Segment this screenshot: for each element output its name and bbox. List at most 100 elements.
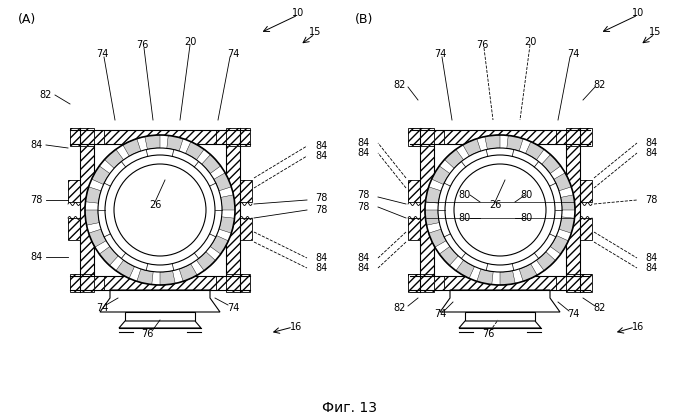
Text: 76: 76 xyxy=(141,329,153,339)
Wedge shape xyxy=(186,142,204,160)
Circle shape xyxy=(85,135,235,285)
Bar xyxy=(408,128,420,146)
Text: (В): (В) xyxy=(355,13,373,26)
Bar xyxy=(580,128,592,146)
Bar xyxy=(580,274,592,292)
Bar xyxy=(580,128,592,146)
Wedge shape xyxy=(136,269,153,284)
Bar xyxy=(68,218,80,240)
Wedge shape xyxy=(507,136,523,151)
Wedge shape xyxy=(219,217,234,233)
Bar xyxy=(434,130,566,144)
Wedge shape xyxy=(477,269,494,284)
Polygon shape xyxy=(119,321,201,328)
Wedge shape xyxy=(550,236,568,254)
Text: 74: 74 xyxy=(567,309,579,319)
Bar xyxy=(408,274,420,292)
Bar xyxy=(420,130,444,144)
Wedge shape xyxy=(214,173,231,191)
Bar xyxy=(465,312,535,321)
Bar xyxy=(566,144,580,276)
Wedge shape xyxy=(85,187,101,203)
Wedge shape xyxy=(89,229,106,247)
Text: 74: 74 xyxy=(434,49,446,59)
Wedge shape xyxy=(104,150,124,168)
Bar xyxy=(94,276,226,290)
Text: 84: 84 xyxy=(645,253,657,263)
Circle shape xyxy=(438,148,562,272)
Text: 84: 84 xyxy=(315,141,327,151)
Bar xyxy=(240,180,252,202)
Bar xyxy=(70,274,94,292)
Wedge shape xyxy=(500,271,515,285)
Circle shape xyxy=(454,164,546,256)
Circle shape xyxy=(445,155,555,265)
Bar xyxy=(580,180,592,202)
Text: 84: 84 xyxy=(30,252,42,262)
Text: 84: 84 xyxy=(315,151,327,161)
Text: 84: 84 xyxy=(315,253,327,263)
Circle shape xyxy=(425,135,575,285)
Bar xyxy=(580,180,592,202)
Bar xyxy=(420,130,444,144)
Bar xyxy=(556,276,580,290)
Bar xyxy=(566,274,590,292)
Bar xyxy=(70,274,94,292)
Text: 84: 84 xyxy=(645,148,657,158)
Bar xyxy=(80,144,94,276)
Bar xyxy=(556,276,580,290)
Bar xyxy=(70,128,94,146)
Bar xyxy=(80,276,104,290)
Bar xyxy=(94,276,226,290)
Wedge shape xyxy=(202,155,220,173)
Wedge shape xyxy=(456,260,475,278)
Wedge shape xyxy=(122,139,141,156)
Bar xyxy=(216,130,240,144)
Wedge shape xyxy=(536,252,556,270)
Bar xyxy=(125,312,195,321)
Text: 74: 74 xyxy=(227,303,239,313)
Text: 74: 74 xyxy=(567,49,579,59)
Wedge shape xyxy=(542,155,561,173)
Circle shape xyxy=(114,164,206,256)
Bar xyxy=(566,128,590,146)
Bar xyxy=(566,144,580,276)
Text: 78: 78 xyxy=(645,195,657,205)
Text: 26: 26 xyxy=(149,200,161,210)
Bar xyxy=(226,128,250,146)
Text: 78: 78 xyxy=(315,205,328,215)
Bar xyxy=(80,130,104,144)
Text: 15: 15 xyxy=(309,27,321,37)
Text: 84: 84 xyxy=(315,263,327,273)
Bar xyxy=(410,274,434,292)
Text: 20: 20 xyxy=(524,37,536,47)
Text: 80: 80 xyxy=(521,213,533,223)
Text: 84: 84 xyxy=(358,263,370,273)
Text: 78: 78 xyxy=(358,202,370,212)
Bar xyxy=(68,180,80,202)
Text: 84: 84 xyxy=(358,148,370,158)
Bar xyxy=(580,218,592,240)
Bar xyxy=(434,276,566,290)
Bar xyxy=(226,274,250,292)
Text: (А): (А) xyxy=(18,13,36,26)
Circle shape xyxy=(105,155,215,265)
Bar xyxy=(240,218,252,240)
Bar xyxy=(420,276,444,290)
Bar xyxy=(410,128,434,146)
Bar xyxy=(80,276,104,290)
Bar xyxy=(566,274,590,292)
Text: 76: 76 xyxy=(136,40,148,50)
Text: 80: 80 xyxy=(521,190,533,200)
Wedge shape xyxy=(485,135,500,149)
Text: 26: 26 xyxy=(489,200,501,210)
Wedge shape xyxy=(210,236,228,254)
Text: 84: 84 xyxy=(645,138,657,148)
Text: 15: 15 xyxy=(649,27,661,37)
Text: 84: 84 xyxy=(30,140,42,150)
Bar xyxy=(434,130,566,144)
Wedge shape xyxy=(426,187,441,203)
Bar xyxy=(408,128,420,146)
Wedge shape xyxy=(554,173,571,191)
Text: 78: 78 xyxy=(358,190,370,200)
